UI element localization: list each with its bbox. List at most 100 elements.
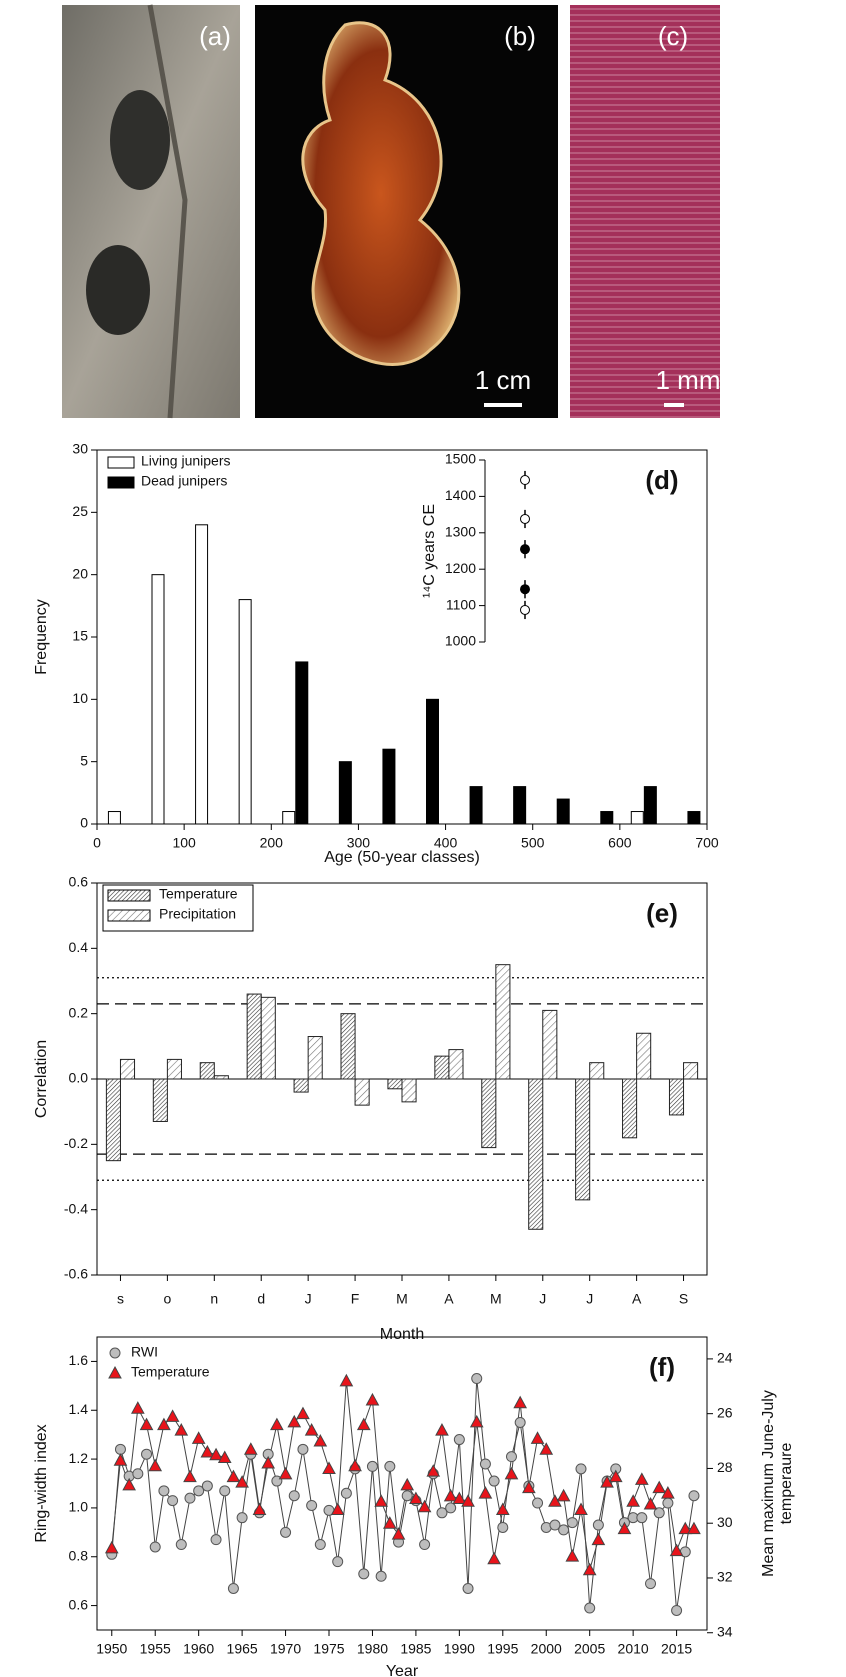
- point: [617, 1521, 632, 1535]
- x-tick-label: 400: [434, 835, 458, 851]
- point: [643, 1496, 658, 1510]
- x-tick-label: d: [257, 1291, 265, 1307]
- y-tick-label: 1400: [445, 487, 476, 503]
- point: [566, 1517, 578, 1529]
- point: [130, 1401, 145, 1414]
- x-tick-label: 1950: [96, 1641, 127, 1657]
- x-tick-label: J: [539, 1291, 546, 1307]
- bar: [246, 993, 262, 1080]
- y-tick-label: 1100: [446, 596, 476, 612]
- point: [409, 1491, 423, 1505]
- plot-frame: [96, 449, 708, 825]
- point: [520, 513, 530, 524]
- x-tick-label: 600: [608, 835, 632, 851]
- legend-label: RWI: [131, 1344, 158, 1360]
- legend-marker: [108, 1365, 122, 1379]
- y-axis-label: ¹⁴C years CE: [421, 504, 438, 598]
- x-tick-label: J: [305, 1291, 312, 1307]
- point: [445, 1502, 457, 1514]
- point: [226, 1469, 241, 1483]
- point: [592, 1519, 604, 1531]
- bar: [495, 964, 511, 1080]
- y-tick-label: 30: [72, 441, 88, 457]
- point: [636, 1512, 648, 1524]
- point: [401, 1490, 413, 1502]
- scale-label: 1 cm: [475, 365, 531, 395]
- y-tick-label: 0.8: [69, 1547, 89, 1563]
- point: [591, 1532, 606, 1546]
- bar: [528, 1078, 544, 1230]
- point: [270, 1417, 284, 1431]
- x-tick-label: 1985: [400, 1641, 431, 1657]
- point: [149, 1541, 161, 1553]
- point: [443, 1488, 458, 1502]
- point: [243, 1442, 258, 1455]
- photo-label: (a): [199, 21, 231, 51]
- point: [417, 1499, 432, 1513]
- bar: [195, 524, 209, 825]
- x-tick-label: 2005: [574, 1641, 605, 1657]
- point: [287, 1414, 302, 1428]
- bar: [643, 786, 657, 825]
- point: [504, 1466, 519, 1480]
- point: [479, 1458, 491, 1470]
- point: [452, 1491, 467, 1505]
- point: [539, 1442, 554, 1455]
- y-tick-label: 5: [80, 752, 88, 768]
- y2-axis-label: temperaure: [778, 1442, 795, 1524]
- point: [288, 1490, 300, 1502]
- bar: [636, 1032, 652, 1080]
- point: [141, 1448, 153, 1460]
- point: [513, 1395, 528, 1409]
- y-tick-label: 0.6: [69, 1596, 89, 1612]
- point: [157, 1417, 171, 1431]
- x-axis-label: Year: [386, 1663, 419, 1677]
- point: [278, 1466, 293, 1480]
- bar: [152, 1078, 168, 1122]
- point: [671, 1604, 683, 1616]
- x-tick-label: 1955: [140, 1641, 171, 1657]
- y-tick-label: 1.6: [69, 1352, 89, 1368]
- x-tick-label: A: [632, 1291, 642, 1307]
- point: [400, 1477, 415, 1491]
- y-tick-label: 1300: [445, 524, 476, 540]
- point: [608, 1469, 623, 1483]
- bar: [687, 811, 701, 825]
- point: [662, 1497, 674, 1509]
- bar: [293, 1078, 309, 1093]
- point: [104, 1540, 119, 1554]
- point: [678, 1521, 693, 1535]
- bar: [105, 1078, 121, 1162]
- y-tick-label: 0: [80, 815, 88, 831]
- point: [469, 1414, 484, 1428]
- photo-c: (c) 1 mm: [570, 5, 721, 418]
- bar: [260, 996, 276, 1080]
- y2-tick-label: 26: [717, 1404, 733, 1420]
- shrub: [110, 90, 170, 190]
- x-tick-label: 300: [347, 835, 371, 851]
- point: [426, 1464, 441, 1477]
- scale-label: 1 mm: [656, 365, 721, 395]
- y-tick-label: 1000: [445, 633, 476, 649]
- bar: [556, 798, 570, 825]
- bar: [295, 661, 309, 825]
- y-tick-label: -0.4: [64, 1200, 88, 1216]
- point: [384, 1460, 396, 1472]
- y-tick-label: 1500: [445, 451, 476, 467]
- point: [332, 1556, 344, 1568]
- point: [330, 1502, 345, 1516]
- legend-label: Living junipers: [141, 453, 231, 469]
- bar: [448, 1049, 464, 1080]
- point: [374, 1494, 388, 1507]
- point: [530, 1431, 545, 1444]
- x-axis-label: Age (50-year classes): [324, 849, 480, 866]
- legend-swatch: [107, 889, 151, 902]
- y-axis-label: Frequency: [33, 599, 50, 675]
- point: [505, 1451, 517, 1463]
- point: [236, 1512, 248, 1524]
- stem-section: [301, 21, 461, 366]
- x-tick-label: 1970: [270, 1641, 301, 1657]
- y-tick-label: 0.0: [69, 1070, 89, 1086]
- point: [201, 1480, 213, 1492]
